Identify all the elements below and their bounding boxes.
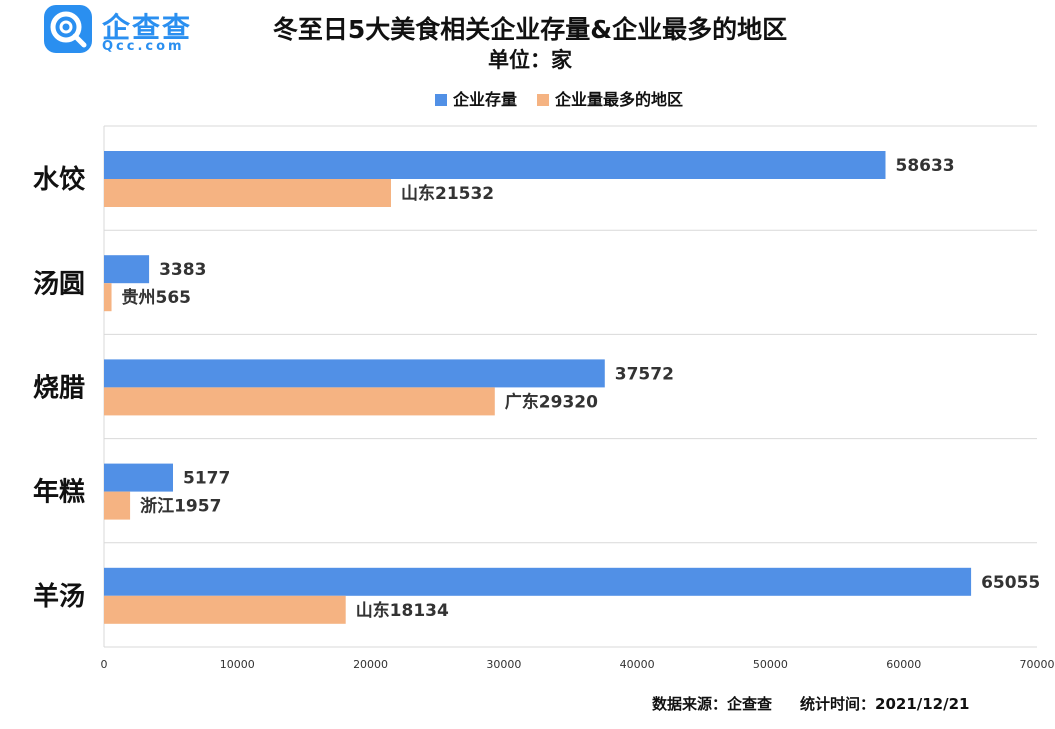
bar-region: [104, 595, 346, 624]
x-tick-label: 20000: [353, 658, 388, 671]
data-source: 数据来源：企查查: [652, 695, 773, 713]
bar-region: [104, 179, 391, 207]
data-label-region: 山东18134: [356, 600, 449, 621]
data-label-stock: 37572: [615, 364, 674, 384]
x-tick-label: 40000: [620, 658, 655, 671]
data-label-region: 贵州565: [122, 287, 192, 308]
qcc-logo-icon: [44, 5, 92, 53]
data-label-stock: 3383: [159, 260, 206, 280]
category-label: 水饺: [33, 164, 86, 195]
legend-swatch-stock: [435, 94, 447, 106]
brand-site: Qcc.com: [102, 39, 185, 54]
stat-time: 统计时间：2021/12/21: [800, 695, 970, 713]
chart-title: 冬至日5大美食相关企业存量&企业最多的地区: [272, 15, 788, 44]
legend-item-stock: 企业存量: [435, 86, 517, 110]
x-tick-label: 30000: [486, 658, 521, 671]
legend-label-region: 企业量最多的地区: [555, 90, 684, 109]
bar-stock: [104, 255, 150, 284]
x-tick-label: 70000: [1020, 658, 1055, 671]
bar-stock: [104, 151, 886, 179]
bar-stock: [104, 463, 174, 492]
category-label: 年糕: [33, 477, 85, 508]
bar-region: [104, 491, 131, 520]
data-label-stock: 5177: [183, 469, 230, 489]
chart-footer: 数据来源：企查查 统计时间：2021/12/21: [652, 693, 969, 714]
legend-swatch-region: [537, 94, 549, 106]
bar-region: [104, 387, 495, 416]
legend-label-stock: 企业存量: [453, 90, 518, 109]
category-label: 烧腊: [33, 374, 85, 404]
bar-region: [104, 283, 112, 312]
brand-logo: 企查查 Qcc.com: [44, 5, 204, 55]
data-label-region: 浙江1957: [140, 496, 221, 517]
brand-name: 企查查: [102, 11, 193, 44]
data-label-region: 广东29320: [505, 391, 598, 412]
chart-subtitle: 单位：家: [488, 48, 572, 72]
data-label-stock: 65055: [981, 573, 1040, 593]
category-label: 汤圆: [33, 269, 85, 299]
legend-item-region: 企业量最多的地区: [537, 86, 683, 110]
x-tick-label: 60000: [886, 658, 921, 671]
category-label: 羊汤: [33, 581, 85, 612]
x-tick-label: 50000: [753, 658, 788, 671]
x-tick-label: 10000: [220, 658, 255, 671]
x-tick-label: 0: [101, 658, 108, 671]
data-label-stock: 58633: [895, 156, 954, 176]
data-label-region: 山东21532: [401, 183, 494, 204]
bar-stock: [104, 567, 972, 596]
bar-stock: [104, 359, 605, 388]
